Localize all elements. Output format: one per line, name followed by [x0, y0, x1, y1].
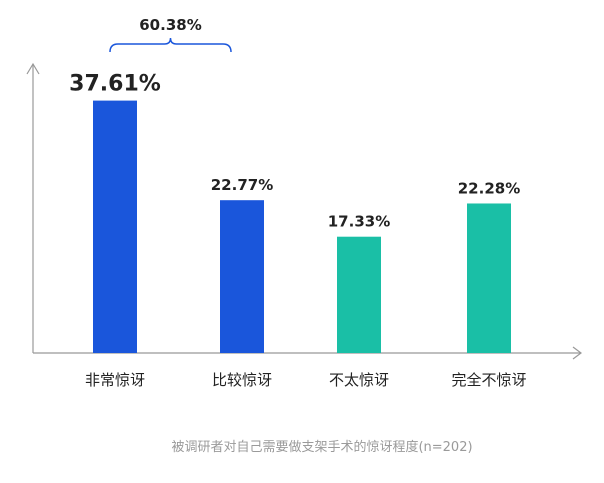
- bar-value-label-2: 22.77%: [211, 176, 273, 194]
- chart-caption: 被调研者对自己需要做支架手术的惊讶程度(n=202): [171, 439, 472, 455]
- category-label-4: 完全不惊讶: [451, 371, 526, 389]
- bar-value-label-3: 17.33%: [328, 213, 390, 231]
- bar-1: [93, 100, 137, 353]
- category-label-3: 不太惊讶: [329, 371, 389, 389]
- bar-2: [220, 200, 264, 353]
- bar-value-label-1: 37.61%: [69, 72, 161, 97]
- bar-3: [337, 236, 381, 353]
- category-label-2: 比较惊讶: [212, 371, 272, 389]
- bar-value-label-4: 22.28%: [458, 179, 520, 197]
- x-axis-arrow: [572, 346, 582, 360]
- bar-4: [467, 203, 511, 353]
- y-axis-arrow: [26, 62, 40, 75]
- bracket: [109, 37, 232, 53]
- bracket-label: 60.38%: [139, 16, 201, 34]
- category-label-1: 非常惊讶: [85, 371, 145, 389]
